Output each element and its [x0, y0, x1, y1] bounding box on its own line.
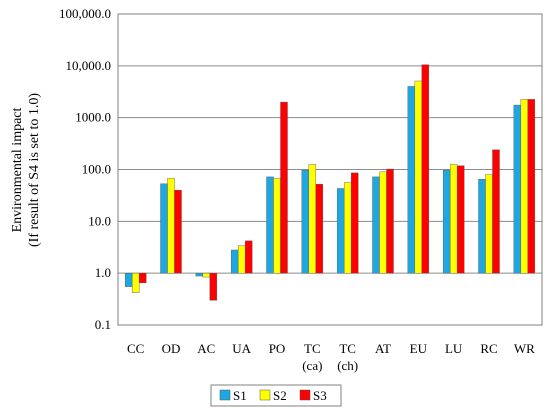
x-tick-label: OD [162, 341, 181, 356]
x-tick-label: TC [304, 341, 321, 356]
bar-s3 [138, 272, 147, 284]
bar-s1 [372, 176, 380, 274]
x-tick-labels: CC OD AC UA PO TC (ca) TC (ch) AT EU LU RC WR [127, 341, 535, 373]
bar-s1 [336, 188, 345, 274]
bars [124, 64, 536, 301]
y-tick-label: 100.0 [82, 162, 111, 177]
bar-s2 [449, 164, 458, 274]
bar-s3 [280, 101, 288, 274]
bar-s2 [273, 178, 281, 274]
plot-area [117, 13, 543, 326]
x-tick-label: AC [197, 341, 215, 356]
bar-s3 [174, 189, 182, 274]
bar-s2 [379, 171, 387, 274]
y-tick-label: 10.0 [88, 213, 111, 228]
y-tick-label: 100,000.0 [59, 6, 111, 21]
y-tick-label: 0.1 [95, 317, 111, 332]
bar-s3 [386, 168, 394, 274]
bar-s2 [237, 245, 246, 274]
bar-s2 [414, 80, 423, 274]
bar-s3 [456, 165, 465, 274]
bar-s3 [209, 272, 218, 301]
x-tick-label: CC [127, 341, 144, 356]
x-tick-sublabel: (ch) [337, 358, 358, 373]
bar-s1 [160, 183, 168, 274]
bar-s1 [301, 169, 310, 274]
bar-s1 [266, 176, 274, 274]
y-tick-labels: 0.1 1.0 10.0 100.0 1000.0 10,000.0 100,000.0 [59, 6, 111, 332]
bar-s3 [492, 149, 500, 274]
legend-label-s3: S3 [313, 388, 327, 403]
y-tick-label: 1000.0 [75, 110, 111, 125]
legend-label-s1: S1 [233, 388, 247, 403]
bar-s2 [520, 99, 529, 274]
gridlines [118, 65, 542, 274]
bar-s3 [315, 184, 324, 274]
x-tick-label: AT [375, 341, 391, 356]
bar-s2 [167, 177, 175, 274]
bar-s2 [308, 164, 317, 274]
legend: S1 S2 S3 [210, 384, 342, 407]
x-tick-sublabel: (ca) [302, 358, 322, 373]
y-axis-label-line2: (If result of S4 is set to 1.0) [27, 93, 42, 247]
bar-s1 [195, 272, 204, 277]
bar-s1 [478, 178, 486, 274]
bar-s1 [442, 169, 451, 274]
x-tick-label: UA [232, 341, 251, 356]
bar-s3 [350, 172, 359, 274]
x-tick-label: LU [445, 341, 463, 356]
x-tick-label: EU [410, 341, 428, 356]
x-tick-label: WR [514, 341, 535, 356]
bar-s3 [244, 240, 253, 274]
y-axis-label-line1: Environmental impact [10, 107, 25, 232]
bar-s1 [230, 249, 239, 274]
bar-s2 [131, 272, 140, 293]
bar-s3 [421, 64, 430, 274]
legend-swatch-s1 [219, 389, 231, 401]
x-tick-label: PO [269, 341, 286, 356]
x-tick-label: RC [480, 341, 497, 356]
bar-s2 [343, 182, 352, 274]
y-tick-label: 10,000.0 [66, 58, 112, 73]
bar-s3 [527, 99, 536, 274]
bar-s2 [485, 174, 493, 274]
bar-s1 [124, 272, 133, 287]
legend-swatch-s3 [299, 389, 311, 401]
x-tick-label: TC [339, 341, 356, 356]
legend-label-s2: S2 [273, 388, 287, 403]
bar-s1 [513, 104, 522, 274]
bar-s2 [202, 272, 211, 278]
legend-swatch-s2 [259, 389, 271, 401]
bar-s1 [407, 86, 416, 274]
y-tick-label: 1.0 [95, 265, 111, 280]
